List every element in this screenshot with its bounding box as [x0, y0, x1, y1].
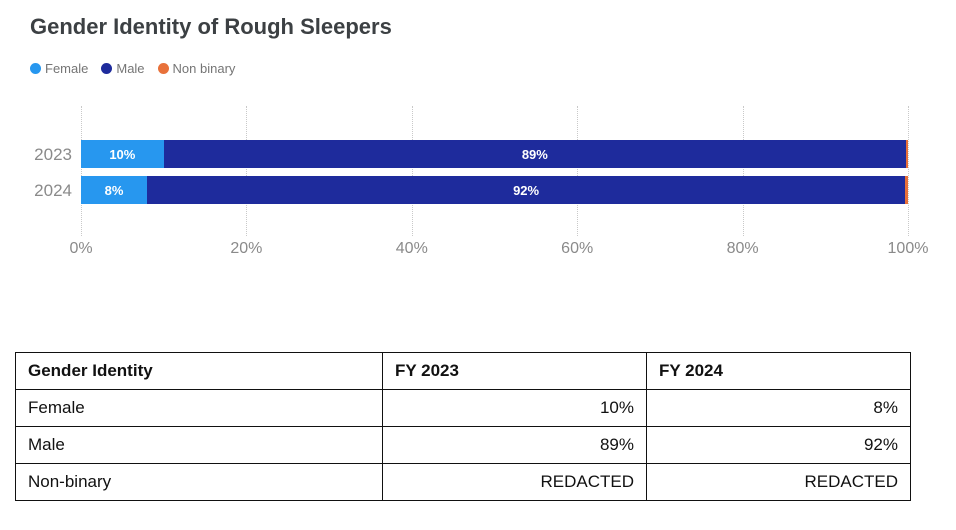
table-header-row: Gender Identity FY 2023 FY 2024	[15, 352, 911, 390]
gridline	[81, 106, 82, 236]
bar-value-label: 10%	[109, 146, 136, 162]
legend-item-female[interactable]: Female	[30, 61, 88, 76]
bar-value-label: 89%	[521, 146, 548, 162]
bar-segment-non-binary[interactable]	[905, 176, 908, 204]
bar-2024: 8% 92%	[81, 176, 908, 204]
table-head: Gender Identity FY 2023 FY 2024	[15, 352, 911, 390]
x-axis-tick-label: 100%	[887, 240, 929, 257]
table-cell: 89%	[382, 426, 647, 464]
legend-label: Non binary	[172, 61, 236, 76]
x-axis-tick-label: 40%	[395, 240, 428, 257]
table-cell: REDACTED	[382, 463, 647, 501]
false: Non-binary REDACTED REDACTED	[15, 463, 911, 501]
bar-value-label: 8%	[104, 182, 124, 198]
bar-value-label: 92%	[513, 182, 540, 198]
bar-segment-non-binary[interactable]	[906, 140, 908, 168]
x-axis-tick-label: 60%	[561, 240, 594, 257]
bar-segment-female[interactable]: 8%	[81, 176, 148, 204]
legend-swatch-non-binary-icon	[157, 63, 169, 74]
bar-segment-male[interactable]: 89%	[163, 140, 906, 168]
bar-segment-male[interactable]: 92%	[147, 176, 905, 204]
table-cell: 92%	[646, 426, 911, 464]
legend-swatch-female-icon	[30, 63, 41, 74]
table-cell: 10%	[382, 389, 647, 427]
gridline	[577, 106, 579, 236]
chart-title: Gender Identity of Rough Sleepers	[30, 14, 392, 39]
legend-label: Male	[116, 61, 145, 76]
false: Male 89% 92%	[15, 426, 911, 464]
y-axis-category-label: 2023	[34, 145, 72, 164]
x-axis-tick-label: 80%	[726, 240, 759, 257]
table-header-cell: FY 2023	[382, 352, 647, 390]
legend-item-male[interactable]: Male	[101, 61, 145, 76]
legend-item-non-binary[interactable]: Non binary	[157, 61, 236, 76]
gridline	[246, 106, 248, 236]
bar-2023: 10% 89%	[81, 140, 908, 168]
gender-identity-table: Gender Identity FY 2023 FY 2024 Female 10% 8…	[15, 352, 911, 501]
bar-segment-female[interactable]: 10%	[81, 140, 164, 168]
table-cell: Female	[15, 389, 383, 427]
x-axis-tick-label: 0%	[69, 240, 93, 257]
table-cell: 8%	[646, 389, 911, 427]
gridline	[908, 106, 909, 236]
y-axis-category-label: 2024	[34, 181, 72, 200]
table-body: Female 10% 8% Male 89% 92% Non-binary REDACTED R…	[15, 389, 911, 501]
table-cell: Male	[15, 426, 383, 464]
table-header-cell: FY 2024	[646, 352, 911, 390]
legend-swatch-male-icon	[101, 63, 113, 74]
chart-legend: Female Male Non binary	[30, 61, 248, 76]
table-cell: Non-binary	[15, 463, 383, 501]
false: Female 10% 8%	[15, 389, 911, 427]
gridline	[411, 106, 413, 236]
legend-label: Female	[45, 61, 89, 76]
stacked-bar-chart: 0% 20% 40% 60% 80% 100% 2023 10% 89% 2024 8% 92%	[34, 106, 929, 257]
table-cell: REDACTED	[646, 463, 911, 501]
table-header-cell: Gender Identity	[15, 352, 383, 390]
gridline	[742, 106, 744, 236]
x-axis-tick-label: 20%	[230, 240, 263, 257]
